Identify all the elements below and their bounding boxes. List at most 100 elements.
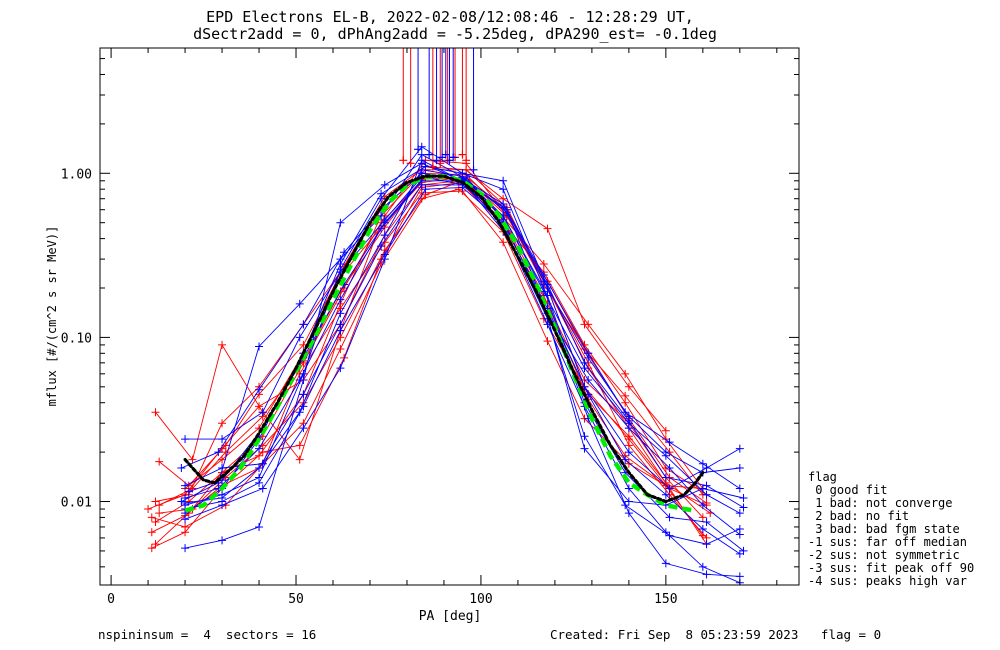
red-data-point — [218, 419, 227, 428]
blue-data-point — [218, 464, 227, 473]
blue-data-point — [698, 501, 707, 510]
series-layer — [144, 142, 748, 585]
blue-data-point — [181, 494, 190, 503]
blue-data-point — [417, 165, 426, 174]
blue-spike-marker — [449, 153, 458, 162]
red-data-point — [499, 238, 508, 247]
blue-data-point — [665, 484, 674, 493]
red-data-point — [155, 457, 164, 466]
blue-data-point — [336, 218, 345, 227]
red-data-point — [698, 513, 707, 522]
blue-data-point — [735, 530, 744, 539]
red-data-point — [621, 391, 630, 400]
red-series-line — [151, 178, 707, 533]
blue-data-point — [218, 497, 227, 506]
blue-data-point — [735, 509, 744, 518]
blue-data-point — [661, 451, 670, 460]
blue-data-point — [735, 464, 744, 473]
blue-data-point — [584, 376, 593, 385]
blue-data-point — [299, 390, 308, 399]
red-series-line — [158, 176, 704, 536]
blue-data-point — [377, 224, 386, 233]
blue-data-point — [735, 484, 744, 493]
blue-spike-marker — [414, 145, 423, 154]
blue-spike-marker — [441, 150, 450, 159]
red-data-point — [155, 501, 164, 510]
y-tick-label: 1.00 — [61, 167, 92, 182]
red-data-point — [258, 448, 267, 457]
blue-data-point — [698, 562, 707, 571]
blue-data-point — [502, 208, 511, 217]
legend-header: flag — [808, 470, 837, 484]
blue-data-point — [580, 444, 589, 453]
blue-data-point — [580, 358, 589, 367]
blue-data-point — [661, 528, 670, 537]
axis-layer: 0 50 100 150 0.01 0.10 1.00 — [61, 48, 799, 607]
red-data-point — [147, 513, 156, 522]
blue-data-point — [421, 185, 430, 194]
blue-data-point — [417, 156, 426, 165]
blue-series-line — [185, 162, 740, 549]
x-tick-label: 150 — [654, 592, 677, 607]
red-data-point — [539, 260, 548, 269]
blue-data-point — [499, 185, 508, 194]
blue-data-point — [624, 448, 633, 457]
x-tick-label: 50 — [288, 592, 304, 607]
red-data-point — [543, 224, 552, 233]
blue-data-point — [380, 180, 389, 189]
red-data-point — [336, 344, 345, 353]
blue-spike-marker — [432, 156, 441, 165]
red-spike-marker — [462, 156, 471, 165]
blue-data-point — [458, 183, 467, 192]
blue-data-point — [255, 444, 264, 453]
blue-data-point — [214, 448, 223, 457]
blue-data-point — [295, 299, 304, 308]
blue-data-point — [177, 497, 186, 506]
blue-data-point — [336, 326, 345, 335]
fit-layer — [183, 173, 705, 513]
red-data-point — [147, 544, 156, 553]
blue-data-point — [380, 218, 389, 227]
blue-data-point — [255, 464, 264, 473]
red-series-line — [155, 159, 707, 545]
blue-data-point — [336, 295, 345, 304]
blue-data-point — [184, 487, 193, 496]
blue-data-point — [735, 549, 744, 558]
y-tick-label: 0.01 — [61, 496, 92, 511]
legend-item: 0 good fit — [808, 483, 888, 497]
red-data-point — [624, 382, 633, 391]
x-tick-label: 100 — [469, 592, 492, 607]
legend-item: -2 sus: not symmetric — [808, 548, 960, 562]
blue-data-point — [177, 464, 186, 473]
blue-data-point — [255, 478, 264, 487]
blue-data-point — [377, 189, 386, 198]
footer-left: nspininsum = 4 sectors = 16 — [98, 627, 317, 642]
red-data-point — [336, 333, 345, 342]
blue-data-point — [665, 464, 674, 473]
red-data-point — [181, 522, 190, 531]
red-data-point — [454, 185, 463, 194]
red-data-point — [155, 509, 164, 518]
red-data-point — [255, 451, 264, 460]
blue-data-point — [181, 544, 190, 553]
blue-data-point — [258, 484, 267, 493]
blue-data-point — [698, 525, 707, 534]
blue-data-point — [702, 570, 711, 579]
blue-series-line — [184, 166, 740, 577]
blue-data-point — [499, 176, 508, 185]
red-data-point — [380, 238, 389, 247]
red-data-point — [621, 369, 630, 378]
blue-data-point — [295, 376, 304, 385]
blue-data-point — [218, 536, 227, 545]
legend-item: 3 bad: bad fgm state — [808, 522, 960, 536]
blue-data-point — [698, 459, 707, 468]
blue-data-point — [739, 503, 748, 512]
plot-frame — [99, 47, 800, 586]
blue-data-point — [499, 199, 508, 208]
legend-item: 2 bad: no fit — [808, 509, 910, 523]
blue-spike-marker — [469, 165, 478, 174]
red-data-point — [221, 448, 230, 457]
blue-data-point — [340, 248, 349, 257]
x-tick-label: 0 — [107, 592, 115, 607]
